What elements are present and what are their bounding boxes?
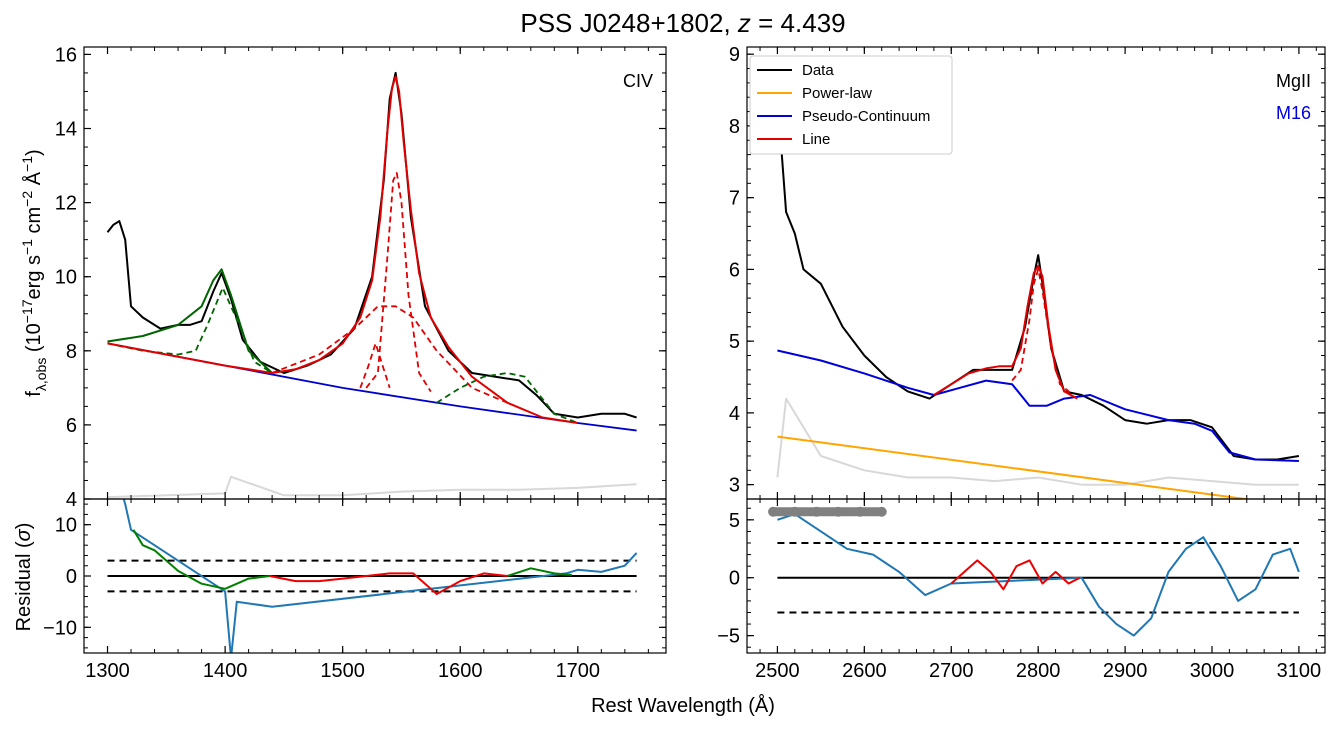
title-main: PSS J0248+1802, xyxy=(520,8,738,38)
mgii-residual-ytick-label: −5 xyxy=(717,626,740,648)
civ-spectrum-series-broad-civ xyxy=(271,305,508,404)
legend-label-line: Line xyxy=(802,131,830,148)
mgii-residual-plot-area xyxy=(768,506,1300,637)
mgii-residual-ytick-label: 0 xyxy=(729,568,740,590)
title-z-value: = 4.439 xyxy=(751,8,846,38)
civ-spectrum-series-red-bump xyxy=(436,372,579,424)
civ-label: CIV xyxy=(623,71,653,91)
legend: Data Power-law Pseudo-Continuum Line xyxy=(749,55,953,155)
mgii-residual-xtick-label: 3100 xyxy=(1277,660,1322,682)
civ-residual-series-residual-all xyxy=(122,499,638,653)
civ-residual-xtick-label: 1600 xyxy=(438,660,483,682)
civ-residual-panel: 1300 1400 1500 1600 1700 −10 0 10 xyxy=(43,498,667,682)
civ-spectrum-ytick-label: 12 xyxy=(55,193,77,215)
mgii-spectrum-plot-area xyxy=(776,140,1300,499)
mgii-residual-xtick-label: 3000 xyxy=(1190,660,1235,682)
mgii-spectrum-series-data xyxy=(776,140,1300,461)
civ-spectrum-ytick-label: 6 xyxy=(66,415,77,437)
mgii-residual-series-residual-line-region xyxy=(950,559,1081,591)
civ-residual-ytick-label: 10 xyxy=(55,515,77,537)
m16-label: M16 xyxy=(1276,103,1311,123)
civ-spectrum-ytick-label: 4 xyxy=(66,489,77,511)
mgii-spectrum-ytick-label: 5 xyxy=(729,331,740,353)
mgii-residual-xtick-label: 2700 xyxy=(929,660,974,682)
civ-spectrum-ytick-label: 10 xyxy=(55,267,77,289)
civ-residual-series-residual-red-region xyxy=(506,567,572,577)
mgii-label: MgII xyxy=(1276,71,1311,91)
mgii-spectrum-series-pseudo-continuum xyxy=(777,349,1299,462)
civ-spectrum-series-line-total xyxy=(107,75,578,424)
mgii-spectrum-ytick-label: 9 xyxy=(729,44,740,66)
civ-residual-xtick-label: 1400 xyxy=(203,660,248,682)
civ-spectrum-ytick-label: 14 xyxy=(55,119,77,141)
civ-spectrum-series-data xyxy=(106,71,637,419)
civ-residual-xtick-label: 1700 xyxy=(556,660,601,682)
mgii-residual-xtick-label: 2900 xyxy=(1103,660,1148,682)
title-z-symbol: z xyxy=(737,8,751,38)
civ-spectrum-panel: 4 6 8 10 12 14 16 xyxy=(55,44,667,511)
civ-residual-plot-area xyxy=(107,499,638,653)
mgii-spectrum-ytick-label: 7 xyxy=(729,188,740,210)
civ-spectrum-series-weak-component xyxy=(359,342,391,389)
mgii-spectrum-series-line xyxy=(933,264,1078,400)
mgii-residual-ytick-label: 5 xyxy=(729,510,740,532)
mgii-residual-xtick-label: 2500 xyxy=(755,660,800,682)
civ-spectrum-series-narrow-civ xyxy=(365,172,432,393)
civ-spectrum-ytick-label: 8 xyxy=(66,341,77,363)
figure-title: PSS J0248+1802, z = 4.439 xyxy=(520,8,845,38)
legend-label-data: Data xyxy=(802,62,834,79)
civ-spectrum-series-other-component xyxy=(107,286,273,374)
mgii-spectrum-ytick-label: 6 xyxy=(729,259,740,281)
civ-spectrum-plot-area xyxy=(106,71,637,499)
civ-residual-series-residual-civ-region xyxy=(269,572,508,595)
residual-ylabel-close: ) xyxy=(13,523,35,530)
residual-ylabel-symbol: σ xyxy=(13,528,35,541)
mgii-residual-frame xyxy=(746,498,1326,654)
legend-box xyxy=(749,55,953,155)
civ-residual-series-residual-siiv-region xyxy=(132,529,270,590)
mgii-spectrum-series-error xyxy=(776,397,1299,486)
legend-label-pseudo-continuum: Pseudo-Continuum xyxy=(802,108,930,125)
residual-ylabel-main: Residual ( xyxy=(13,541,35,631)
mgii-spectrum-panel: 3 4 5 6 7 8 9 xyxy=(729,44,1326,500)
civ-spectrum-series-siiv-total xyxy=(107,268,273,374)
mgii-spectrum-ytick-label: 4 xyxy=(729,403,740,425)
mgii-spectrum-ytick-label: 8 xyxy=(729,116,740,138)
mgii-spectrum-series-line-components xyxy=(1011,268,1074,396)
civ-residual-xtick-label: 1300 xyxy=(85,660,130,682)
civ-spectrum-series-error xyxy=(107,475,637,499)
mgii-residual-series-residual xyxy=(777,513,1300,637)
mgii-residual-xtick-label: 2600 xyxy=(842,660,887,682)
top-left-ylabel: fλ,obs (10−17erg s−1 cm−2 Å−1) xyxy=(19,149,49,396)
civ-spectrum-ytick-label: 16 xyxy=(55,44,77,66)
mgii-spectrum-ytick-label: 3 xyxy=(729,475,740,497)
civ-residual-ytick-label: −10 xyxy=(43,617,77,639)
legend-label-power-law: Power-law xyxy=(802,85,872,102)
residual-ylabel: Residual (σ) xyxy=(13,523,35,632)
civ-spectrum-frame xyxy=(83,46,667,500)
x-axis-label: Rest Wavelength (Å) xyxy=(591,694,775,717)
civ-residual-xtick-label: 1500 xyxy=(320,660,365,682)
civ-residual-ytick-label: 0 xyxy=(66,566,77,588)
mgii-residual-xtick-label: 2800 xyxy=(1016,660,1061,682)
mgii-residual-panel: 2500 2600 2700 2800 2900 3000 3100 −5 0 5 xyxy=(717,498,1326,682)
